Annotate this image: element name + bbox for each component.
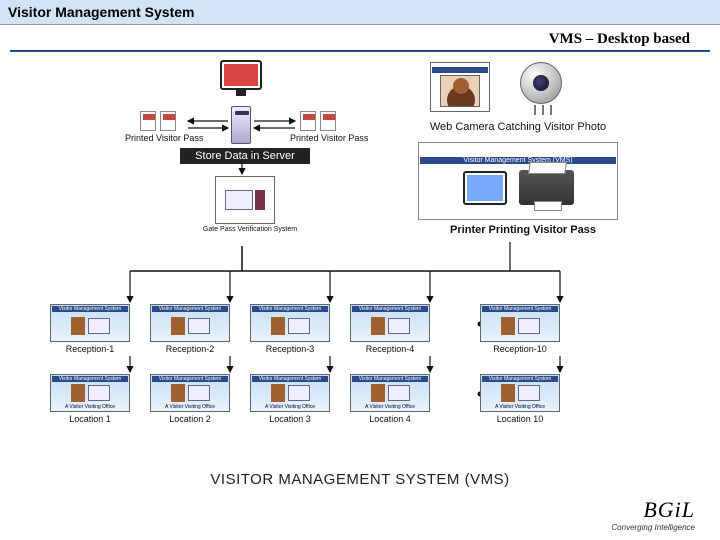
store-data-label: Store Data in Server bbox=[180, 148, 310, 164]
printer-icon bbox=[519, 170, 574, 205]
gatepass-panel bbox=[215, 176, 275, 224]
header-title: Visitor Management System bbox=[8, 4, 194, 20]
station-thumb: Visitor Management SystemA Visitor Visit… bbox=[480, 374, 560, 412]
server-monitor-icon bbox=[220, 60, 262, 90]
station-label: Location 10 bbox=[475, 414, 565, 424]
station-thumb: Visitor Management System bbox=[150, 304, 230, 342]
pass-card-right2-icon bbox=[320, 111, 336, 131]
webcam-icon bbox=[520, 62, 575, 107]
station-label: Reception-2 bbox=[145, 344, 235, 354]
station-thumb: Visitor Management System bbox=[480, 304, 560, 342]
vms-box-title: Visitor Management System (VMS) bbox=[420, 157, 616, 164]
station-label: Location 3 bbox=[245, 414, 335, 424]
logo-tagline: Converging Intelligence bbox=[611, 523, 695, 532]
station-label: Location 2 bbox=[145, 414, 235, 424]
printer-label: Printer Printing Visitor Pass bbox=[428, 224, 618, 236]
station-thumb: Visitor Management SystemA Visitor Visit… bbox=[50, 374, 130, 412]
photo-window bbox=[430, 62, 490, 112]
logo-brand: BGiL bbox=[611, 497, 695, 523]
station-thumb: Visitor Management System bbox=[250, 304, 330, 342]
pass-card-left-icon bbox=[140, 111, 156, 131]
gatepass-label: Gate Pass Verification System bbox=[195, 226, 305, 233]
header-bar: Visitor Management System bbox=[0, 0, 720, 25]
arrows-layer bbox=[10, 56, 710, 476]
page-subtitle: VMS – Desktop based bbox=[0, 25, 720, 50]
station-thumb: Visitor Management SystemA Visitor Visit… bbox=[250, 374, 330, 412]
vms-monitor-icon bbox=[463, 171, 507, 205]
printed-pass-right-label: Printed Visitor Pass bbox=[290, 134, 350, 143]
station-label: Reception-4 bbox=[345, 344, 435, 354]
monitor-stand-icon bbox=[236, 90, 246, 96]
station-thumb: Visitor Management SystemA Visitor Visit… bbox=[150, 374, 230, 412]
printed-pass-left-label: Printed Visitor Pass bbox=[125, 134, 185, 143]
station-thumb: Visitor Management System bbox=[350, 304, 430, 342]
station-label: Location 1 bbox=[45, 414, 135, 424]
architecture-diagram: Printed Visitor Pass Printed Visitor Pas… bbox=[10, 56, 710, 476]
footer-system-title: VISITOR MANAGEMENT SYSTEM (VMS) bbox=[0, 471, 720, 488]
pass-card-right-icon bbox=[300, 111, 316, 131]
station-label: Reception-1 bbox=[45, 344, 135, 354]
station-label: Reception-10 bbox=[475, 344, 565, 354]
server-icon bbox=[231, 106, 251, 144]
brand-logo: BGiL Converging Intelligence bbox=[611, 497, 695, 532]
station-label: Reception-3 bbox=[245, 344, 335, 354]
station-label: Location 4 bbox=[345, 414, 435, 424]
webcam-label: Web Camera Catching Visitor Photo bbox=[418, 121, 618, 133]
vms-printer-panel: Visitor Management System (VMS) bbox=[418, 142, 618, 220]
divider bbox=[10, 50, 710, 52]
station-thumb: Visitor Management System bbox=[50, 304, 130, 342]
pass-card-left2-icon bbox=[160, 111, 176, 131]
station-thumb: Visitor Management SystemA Visitor Visit… bbox=[350, 374, 430, 412]
